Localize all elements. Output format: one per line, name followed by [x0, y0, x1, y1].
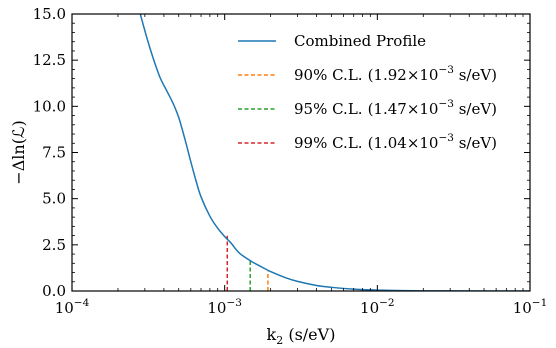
series-line-0: [139, 14, 530, 291]
x-tick-label-exponent: −4: [74, 297, 90, 309]
x-tick-label-base: 10: [360, 299, 379, 317]
x-tick-label: 10−3: [207, 297, 242, 317]
legend-limit-value: (1.04×10: [368, 134, 439, 152]
x-tick-label-base: 10: [513, 299, 532, 317]
x-axis-label: k2 (s/eV): [267, 325, 336, 347]
legend-label-limit: 99% C.L. (1.04×10−3 s/eV): [294, 132, 497, 152]
y-axis-label: −Δln(ℒ): [9, 120, 28, 184]
legend-limit-unit: s/eV): [454, 100, 497, 118]
x-axis-label-main: k: [267, 325, 277, 344]
plot-frame: [71, 13, 531, 292]
x-tick-label-exponent: −1: [532, 297, 547, 309]
legend-limit-name: 90% C.L.: [294, 66, 363, 84]
legend-limit-name: 99% C.L.: [294, 134, 363, 152]
legend-limit-name: 95% C.L.: [294, 100, 363, 118]
x-tick-label: 10−1: [513, 297, 548, 317]
y-tick-label: 7.5: [42, 144, 66, 162]
x-axis-label-subscript: 2: [276, 334, 283, 347]
legend-limit-value: (1.47×10: [368, 100, 439, 118]
legend-label-limit: 90% C.L. (1.92×10−3 s/eV): [294, 64, 497, 84]
x-tick-label: 10−4: [55, 297, 90, 317]
y-tick-label: 0.0: [42, 282, 66, 300]
x-tick-label-base: 10: [55, 299, 74, 317]
y-tick-label: 12.5: [33, 51, 66, 69]
data-marks: [139, 14, 530, 291]
y-tick-label: 15.0: [33, 5, 66, 23]
y-tick-label: 2.5: [42, 236, 66, 254]
y-tick-label: 10.0: [33, 97, 66, 115]
y-tick-label: 5.0: [42, 190, 66, 208]
legend-limit-exponent: −3: [438, 98, 453, 110]
x-tick-label-base: 10: [207, 299, 226, 317]
axis-ticks: 10−4 10−3 10−2 10−10.02.55.07.510.012.515.0: [33, 5, 548, 317]
legend-limit-exponent: −3: [438, 132, 453, 144]
legend-limit-unit: s/eV): [454, 66, 497, 84]
x-tick-label-exponent: −2: [379, 297, 394, 309]
legend-label-limit: 95% C.L. (1.47×10−3 s/eV): [294, 98, 497, 118]
x-tick-label-exponent: −3: [226, 297, 241, 309]
legend-limit-unit: s/eV): [454, 134, 497, 152]
x-axis-label-unit: (s/eV): [283, 325, 335, 344]
legend-limit-exponent: −3: [438, 64, 453, 76]
legend-label-profile: Combined Profile: [294, 32, 426, 50]
x-tick-label: 10−2: [360, 297, 395, 317]
legend-limit-value: (1.92×10: [368, 66, 439, 84]
